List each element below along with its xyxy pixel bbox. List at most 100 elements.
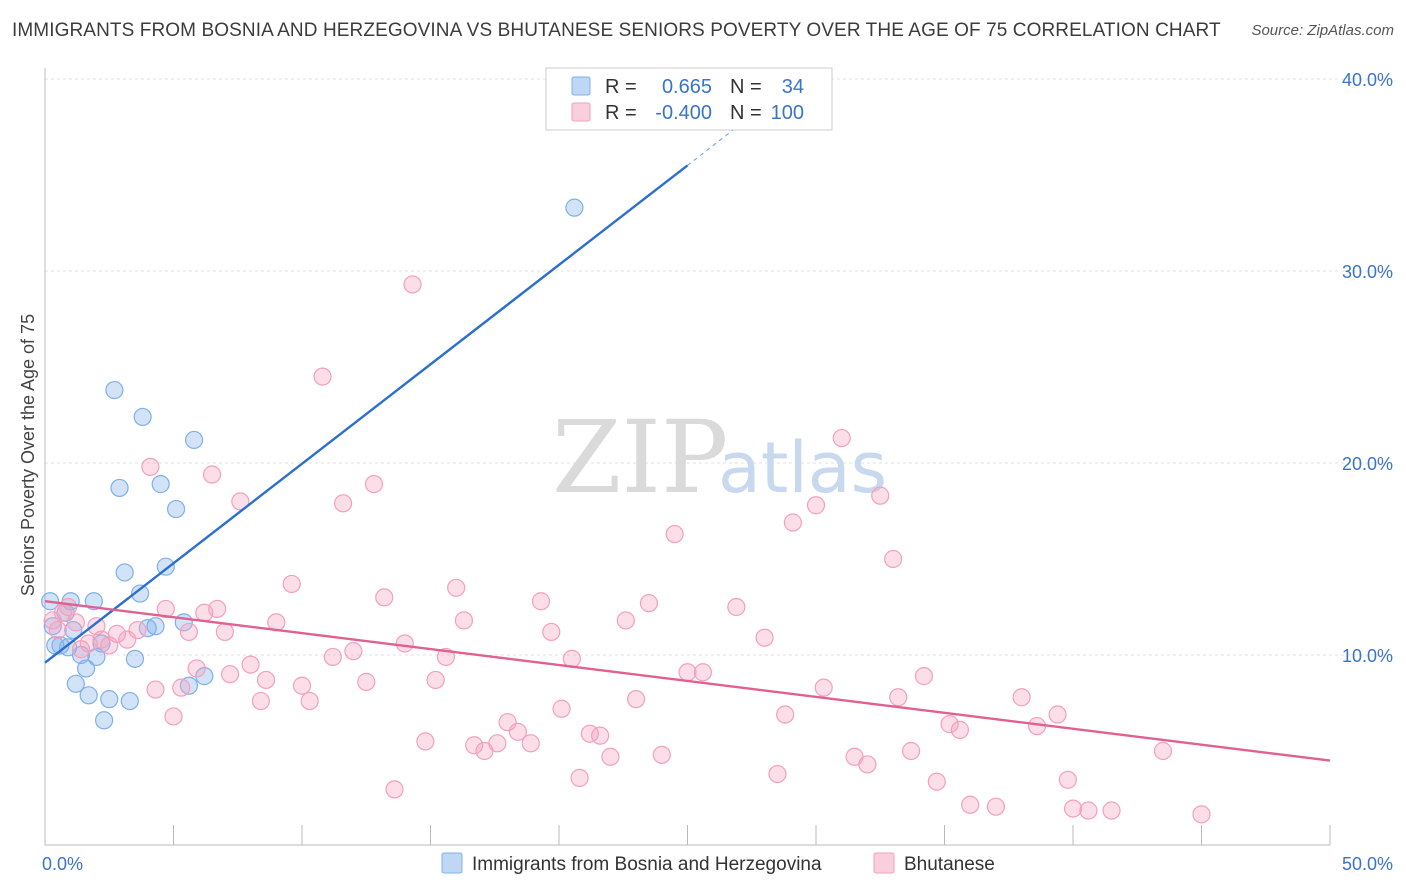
bosnia-point [120, 691, 139, 711]
bhutanese-point [128, 620, 147, 640]
bhutanese-point [172, 678, 191, 697]
bhutanese-point [616, 611, 635, 630]
bhutanese-point [940, 715, 959, 734]
y-axis-label: Seniors Poverty Over the Age of 75 [18, 314, 38, 596]
bosnia-point [565, 198, 584, 217]
watermark-zip: ZIP [552, 399, 728, 516]
bhutanese-point [447, 578, 466, 597]
bosnia-point [105, 380, 124, 400]
bosnia-point [110, 478, 129, 498]
bottom-legend-label-bhutanese: Bhutanese [904, 854, 995, 875]
bhutanese-point [43, 611, 62, 630]
bhutanese-point [208, 599, 227, 619]
bhutanese-point [256, 670, 276, 690]
bhutanese-point [215, 622, 234, 642]
bhutanese-point [146, 680, 165, 699]
axes [44, 68, 1331, 846]
bhutanese-point [626, 690, 646, 709]
bhutanese-point [395, 634, 414, 653]
legend-r-value-bosnia: 0.665 [662, 76, 712, 98]
y-tick-labels: 10.0% 20.0% 30.0% 40.0% [1342, 70, 1393, 666]
bhutanese-point [403, 275, 422, 294]
bhutanese-point [416, 732, 435, 751]
x-tick-label: 50.0% [1342, 854, 1393, 874]
bosnia-point [95, 711, 114, 730]
legend-n-value-bhutanese: 100 [771, 102, 804, 124]
bhutanese-point [652, 745, 671, 764]
bhutanese-point [488, 734, 507, 753]
bhutanese-point [678, 663, 697, 682]
bhutanese-point [357, 672, 376, 691]
bottom-legend-label-bosnia: Immigrants from Bosnia and Herzegovina [472, 854, 822, 875]
legend-swatch-bosnia [571, 76, 591, 96]
bosnia-point [156, 557, 175, 576]
bhutanese-point [323, 647, 342, 667]
bhutanese-point [375, 588, 394, 607]
grid-lines [45, 78, 1392, 656]
bhutanese-point [521, 734, 540, 753]
bhutanese-point [465, 736, 484, 755]
bosnia-point [100, 690, 119, 709]
bhutanese-trend-line [44, 600, 1331, 762]
bhutanese-point [344, 642, 363, 661]
bhutanese-point [768, 764, 787, 784]
bhutanese-point [141, 457, 160, 476]
bhutanese-point [961, 795, 980, 814]
bosnia-point [125, 649, 145, 668]
bhutanese-point [950, 720, 970, 739]
watermark-atlas: atlas [718, 427, 887, 509]
bhutanese-point [251, 691, 270, 711]
bhutanese-point [454, 611, 474, 630]
bosnia-trend-line [44, 164, 689, 664]
bhutanese-point [542, 622, 561, 642]
bosnia-point [166, 499, 186, 519]
bhutanese-point [385, 780, 404, 799]
bosnia-point [130, 584, 150, 603]
bhutanese-point [927, 772, 946, 791]
legend-n-value-bosnia: 34 [782, 76, 804, 98]
bosnia-point [84, 592, 103, 611]
bhutanese-point [107, 624, 127, 643]
legend-r-label-bhutanese: R = [605, 102, 637, 124]
bhutanese-point [48, 620, 67, 640]
bhutanese-point [179, 622, 199, 642]
bhutanese-point [783, 513, 802, 532]
bhutanese-point [531, 592, 551, 611]
bhutanese-point [300, 691, 319, 711]
bhutanese-point [639, 594, 659, 613]
bhutanese-point [1063, 799, 1083, 818]
legend-n-label-bhutanese: N = [730, 102, 762, 124]
legend: R = 0.665 N = 34 R = -0.400 N = 100 [545, 67, 833, 131]
bhutanese-point [282, 574, 301, 594]
bottom-legend-swatch-bhutanese [873, 852, 895, 874]
bhutanese-point [693, 663, 713, 682]
bhutanese-point [914, 667, 934, 686]
bhutanese-point [364, 475, 384, 494]
bhutanese-point [87, 617, 106, 636]
bhutanese-point [806, 496, 826, 515]
watermark: ZIP atlas [552, 399, 887, 516]
legend-box [545, 67, 833, 131]
y-tick-label: 20.0% [1342, 454, 1393, 474]
series-bosnia-points [41, 198, 584, 730]
bosnia-point [77, 659, 96, 678]
bhutanese-point [552, 699, 571, 718]
bhutanese-point [727, 597, 746, 617]
bhutanese-point [1012, 688, 1031, 707]
bosnia-point [184, 430, 204, 450]
bosnia-point [195, 667, 214, 686]
bhutanese-point [832, 428, 851, 448]
bhutanese-point [1079, 801, 1098, 820]
bosnia-point [115, 563, 134, 582]
x-tick-labels: 0.0% 50.0% [42, 854, 1393, 874]
bhutanese-point [231, 492, 250, 511]
y-tick-label: 30.0% [1342, 262, 1393, 282]
series-bhutanese-points [43, 275, 1211, 824]
bhutanese-point [202, 465, 222, 484]
legend-r-value-bhutanese: -0.400 [655, 102, 712, 124]
bhutanese-point [858, 755, 877, 774]
bhutanese-point [1058, 770, 1077, 789]
bhutanese-point [1102, 801, 1121, 820]
bottom-legend: Immigrants from Bosnia and Herzegovina B… [441, 852, 995, 875]
